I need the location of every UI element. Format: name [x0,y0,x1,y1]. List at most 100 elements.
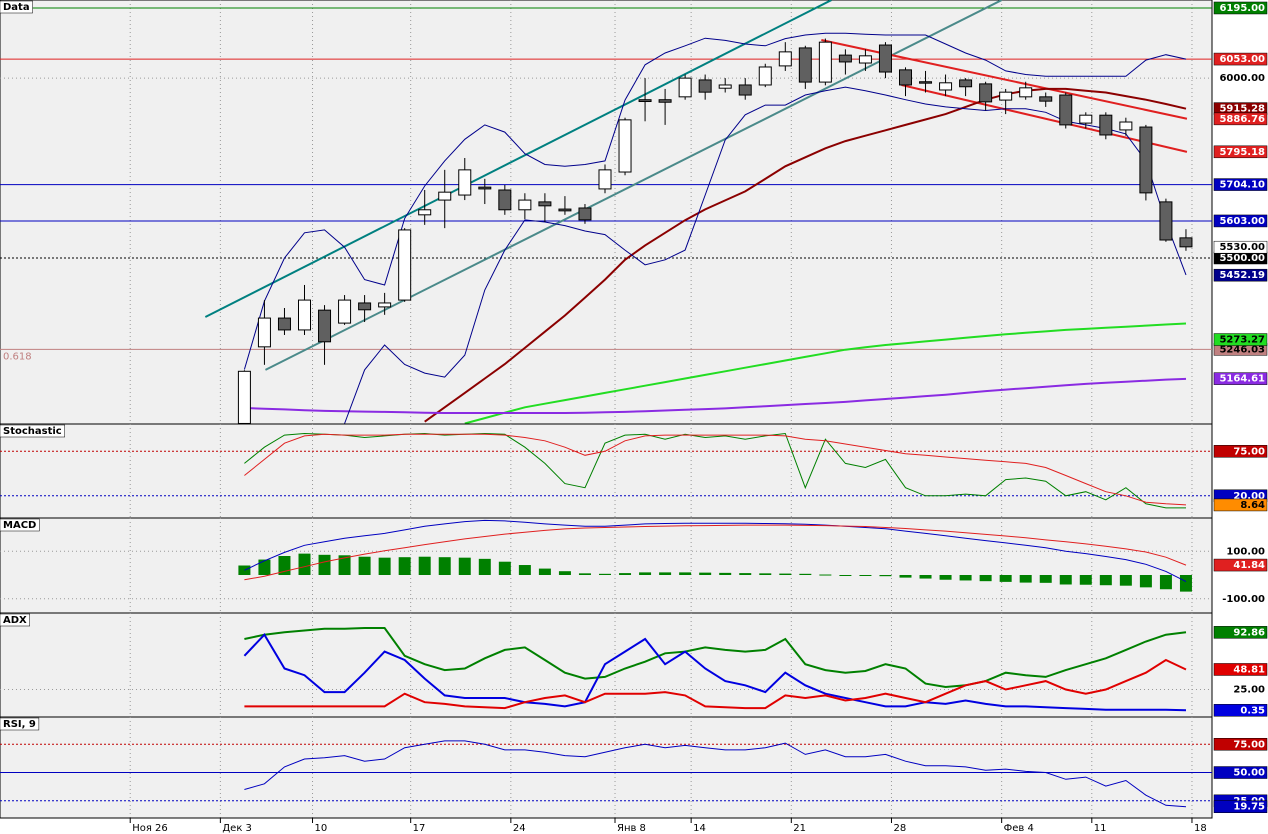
level-label: 5500.00 [1219,253,1265,264]
panel [0,517,1213,614]
x-tick-label: 17 [413,823,426,834]
level-label: 5704.10 [1219,180,1265,191]
candle-body [919,81,933,84]
histogram-bar [458,557,471,575]
histogram-bar [739,573,752,575]
series-line [244,524,1187,581]
value-tag-box [1213,372,1268,385]
candle-body [458,169,472,196]
panel-title-box [0,424,65,438]
value-tag-label: 41.84 [1233,560,1265,571]
histogram-bar [418,556,431,575]
candle-body [478,186,492,190]
panel-title: ADX [3,615,27,626]
histogram-bar [859,575,872,576]
candle-body [298,299,312,331]
x-tick-label: Фев 4 [1004,823,1034,834]
candle-body [678,77,692,98]
trend-line [204,0,832,318]
candle-body [1139,126,1153,194]
level-box [1213,52,1268,66]
histogram-bar [619,573,632,575]
value-tag-label: 48.81 [1233,664,1265,675]
value-tag-box [1213,626,1268,639]
level-box [1213,214,1268,228]
candle-body [578,207,592,221]
candle-body [358,302,372,311]
candle-body [438,191,452,201]
histogram-bar [979,575,992,582]
histogram-bar [1099,575,1112,586]
panel-title-box [0,518,40,532]
level-label: 5603.00 [1219,216,1265,227]
candle-body [939,82,953,91]
x-tick-label: 28 [893,823,906,834]
candle-body [718,84,732,89]
candle-body [558,208,572,212]
histogram-bar [699,572,712,575]
candle-body [1039,96,1053,102]
panel-title-box [0,613,30,627]
candle-body [758,66,772,86]
histogram-bar [1159,575,1172,590]
value-tag-label: 8.64 [1240,500,1265,511]
plot-area [0,518,1212,613]
value-tag-label: 19.75 [1233,802,1265,813]
histogram-bar [258,559,271,575]
plot-area [0,424,1212,518]
histogram-bar [819,574,832,576]
panel [0,0,1213,425]
series-line [243,633,1187,712]
candle-body [658,99,672,103]
candle-body [878,44,892,73]
histogram-bar [659,572,672,575]
candle-body [538,201,552,207]
value-tag-box [1213,333,1268,346]
candle-body [959,79,973,88]
level-label: 75.00 [1233,739,1265,750]
candle-body [1019,87,1033,98]
histogram-bar [919,575,932,579]
series-line [244,627,1187,689]
x-tick-label: 24 [513,823,526,834]
series-line [424,87,1187,423]
candle-body [838,54,852,63]
histogram-bar [478,558,491,575]
panel [0,423,1213,519]
candle-body [498,189,512,211]
histogram-bar [779,573,792,575]
histogram-bar [298,553,311,575]
histogram-bar [1179,575,1192,592]
candle-body [798,47,812,83]
value-tag-box [1213,145,1268,159]
candle-body [738,84,752,96]
histogram-bar [939,575,952,580]
series-line [464,322,1187,424]
value-tag-label: 92.86 [1233,627,1265,638]
histogram-bar [879,575,892,577]
level-box [1213,1,1268,15]
histogram-bar [1139,575,1152,588]
x-tick-label: 10 [315,823,328,834]
histogram-bar [1039,575,1052,583]
candle-body [778,51,792,67]
level-box [1213,766,1268,779]
value-tag-label: 5273.27 [1219,335,1265,346]
value-tag-label: 5886.76 [1219,114,1265,125]
histogram-bar [558,571,571,575]
x-tick-label: 18 [1194,823,1207,834]
level-label: 50.00 [1233,768,1265,779]
candle-body [618,119,632,173]
candle-body [257,317,271,348]
x-tick-label: 14 [693,823,706,834]
histogram-bar [959,575,972,581]
series-line [344,86,1187,424]
histogram-bar [679,572,692,575]
histogram-bar [839,575,852,576]
candle-body [418,209,432,216]
x-tick-label: 21 [793,823,806,834]
histogram-bar [719,572,732,575]
value-tag-box [1213,240,1268,254]
histogram-bar [398,557,411,575]
value-tag-label: 5915.28 [1219,104,1265,115]
